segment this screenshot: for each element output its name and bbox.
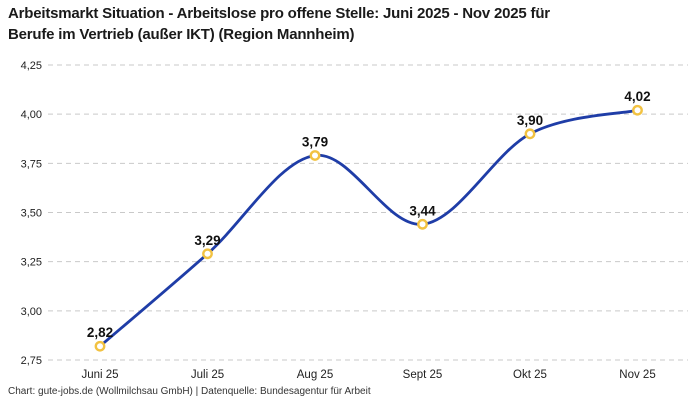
y-axis-tick-label: 3,25	[21, 257, 42, 269]
data-point-marker	[94, 340, 106, 352]
x-axis-tick-label: Aug 25	[297, 369, 333, 381]
data-point-marker	[309, 150, 321, 161]
data-point-label: 3,29	[194, 233, 220, 248]
x-axis-tick-label: Juli 25	[191, 369, 224, 381]
chart-attribution: Chart: gute-jobs.de (Wollmilchsau GmbH) …	[8, 386, 371, 397]
chart-title: Arbeitsmarkt Situation - Arbeitslose pro…	[8, 3, 688, 45]
data-point-marker	[524, 128, 536, 140]
data-point-marker	[202, 248, 213, 260]
data-point-label: 2,82	[87, 325, 113, 340]
y-axis-tick-label: 4,00	[21, 109, 42, 121]
data-point-marker	[417, 218, 428, 230]
y-axis-tick-label: 4,25	[21, 60, 42, 72]
x-axis-tick-label: Okt 25	[513, 369, 547, 381]
x-axis-tick-label: Nov 25	[619, 369, 655, 381]
data-point-label: 3,79	[302, 134, 328, 149]
data-point-label: 3,44	[409, 203, 436, 218]
data-point-label: 4,02	[624, 89, 650, 104]
data-point-marker	[632, 104, 643, 116]
data-point-label: 3,90	[517, 113, 543, 128]
chart-title-line2: Berufe im Vertrieb (außer IKT) (Region M…	[8, 26, 355, 43]
y-axis-tick-label: 3,00	[21, 306, 42, 318]
x-axis-tick-label: Juni 25	[81, 369, 118, 381]
y-axis-tick-label: 3,75	[21, 158, 42, 170]
x-axis-tick-label: Sept 25	[403, 369, 443, 381]
y-axis-tick-label: 2,75	[21, 355, 42, 367]
y-axis-tick-label: 3,50	[21, 208, 42, 220]
chart-title-line1: Arbeitsmarkt Situation - Arbeitslose pro…	[8, 5, 550, 22]
